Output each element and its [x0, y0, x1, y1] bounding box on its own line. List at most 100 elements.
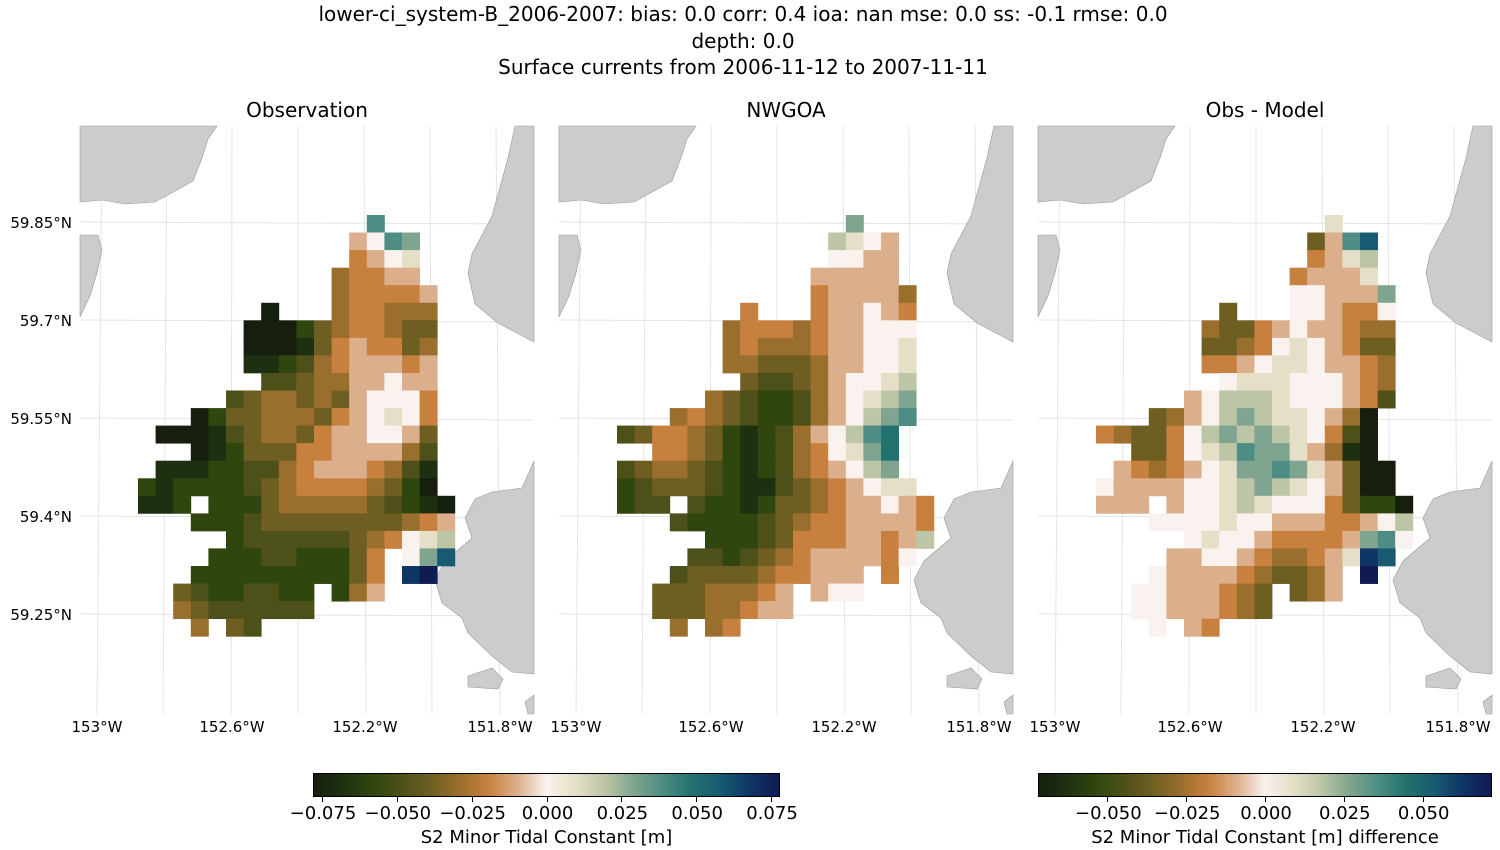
heatmap-cell [898, 373, 917, 391]
heatmap-cell [402, 530, 420, 549]
heatmap-cell [1360, 390, 1378, 409]
heatmap-cell [278, 566, 297, 584]
heatmap-cell [419, 495, 438, 514]
heatmap-cell [1254, 513, 1273, 532]
heatmap-cell [278, 601, 297, 620]
heatmap-cell [1307, 566, 1326, 584]
heatmap-cell [810, 530, 829, 549]
heatmap-cells [1096, 215, 1414, 637]
heatmap-cell [1254, 320, 1273, 339]
parallel-line [1037, 221, 1493, 225]
heatmap-cell [1166, 583, 1185, 602]
heatmap-cell [1201, 390, 1220, 409]
heatmap-cell [740, 478, 759, 497]
heatmap-cell [1254, 583, 1273, 602]
heatmap-cell [687, 443, 706, 462]
heatmap-cell [775, 337, 794, 356]
heatmap-cell [793, 478, 811, 497]
heatmap-cell [314, 530, 332, 549]
heatmap-cell [1360, 478, 1378, 497]
heatmap-cell [1113, 478, 1132, 497]
heatmap-cell [1219, 355, 1238, 374]
heatmap-cell [1219, 373, 1238, 391]
heatmap-cell [1324, 355, 1343, 374]
heatmap-cell [1289, 320, 1308, 339]
heatmap-cell [1342, 495, 1361, 514]
heatmap-cell [261, 355, 280, 374]
map-panel-observation: 59.85°N 59.7°N 59.55°N 59.4°N 59.25°N 153°W 15… [10, 125, 535, 736]
heatmap-cell [1201, 601, 1220, 620]
heatmap-cell [757, 548, 776, 567]
heatmap-cell [190, 583, 209, 602]
heatmap-cell [845, 530, 864, 549]
heatmap-cell [278, 530, 297, 549]
heatmap-cell [208, 443, 227, 462]
heatmap-cell [881, 495, 899, 514]
heatmap-cell [845, 232, 864, 251]
heatmap-cell [810, 583, 829, 602]
meridian-line [641, 125, 647, 715]
heatmap-cell [1360, 232, 1378, 251]
heatmap-cell [722, 618, 741, 637]
heatmap-cell [863, 267, 882, 286]
heatmap-cell [314, 566, 332, 584]
heatmap-cell [261, 373, 280, 391]
heatmap-cell [793, 566, 811, 584]
heatmap-cell [687, 460, 706, 479]
heatmap-cell [314, 495, 332, 514]
heatmap-cell [1236, 495, 1255, 514]
heatmap-cell [881, 267, 899, 286]
heatmap-cell [810, 566, 829, 584]
heatmap-cell [863, 390, 882, 409]
heatmap-cell [687, 478, 706, 497]
meridian-line [575, 125, 582, 715]
heatmap-cell [349, 320, 368, 339]
heatmap-cell [314, 460, 332, 479]
heatmap-cell [1254, 425, 1273, 444]
heatmap-cell [190, 478, 209, 497]
heatmap-cell [243, 548, 262, 567]
heatmap-cell [898, 355, 917, 374]
heatmap-cell [1289, 478, 1308, 497]
heatmap-cell [331, 513, 350, 532]
heatmap-cell [757, 373, 776, 391]
heatmap-cell [190, 513, 209, 532]
heatmap-cell [652, 601, 671, 620]
heatmap-cell [331, 302, 350, 321]
heatmap-cell [278, 337, 297, 356]
colorbar-tick-mark [471, 797, 473, 802]
heatmap-cell [1184, 478, 1202, 497]
colorbar-tick-mark [1107, 797, 1109, 802]
heatmap-cell [1307, 460, 1326, 479]
heatmap-cell [366, 337, 385, 356]
heatmap-cell [384, 232, 403, 251]
heatmap-cell [1254, 566, 1273, 584]
heatmap-cell [366, 320, 385, 339]
heatmap-cell [314, 373, 332, 391]
heatmap-cell [881, 373, 899, 391]
heatmap-cell [1148, 478, 1167, 497]
panel-title: Observation [246, 98, 368, 122]
land-polygon [467, 125, 535, 343]
heatmap-cell [1307, 373, 1326, 391]
heatmap-cell [1289, 408, 1308, 427]
heatmap-cell [384, 302, 403, 321]
heatmap-cell [1360, 250, 1378, 269]
heatmap-cell [722, 495, 741, 514]
heatmap-cell [1307, 583, 1326, 602]
heatmap-cell [705, 530, 723, 549]
land-polygon [946, 125, 1014, 343]
heatmap-cell [1324, 215, 1343, 233]
heatmap-cell [243, 320, 262, 339]
heatmap-cell [669, 601, 688, 620]
heatmap-cell [828, 267, 847, 286]
heatmap-cell [757, 443, 776, 462]
heatmap-cell [1166, 601, 1185, 620]
heatmap-cell [366, 232, 385, 251]
heatmap-cell [881, 530, 899, 549]
heatmap-cell [705, 513, 723, 532]
heatmap-cell [1307, 513, 1326, 532]
heatmap-cell [1324, 583, 1343, 602]
heatmap-cell [419, 390, 438, 409]
heatmap-cell [138, 495, 156, 514]
